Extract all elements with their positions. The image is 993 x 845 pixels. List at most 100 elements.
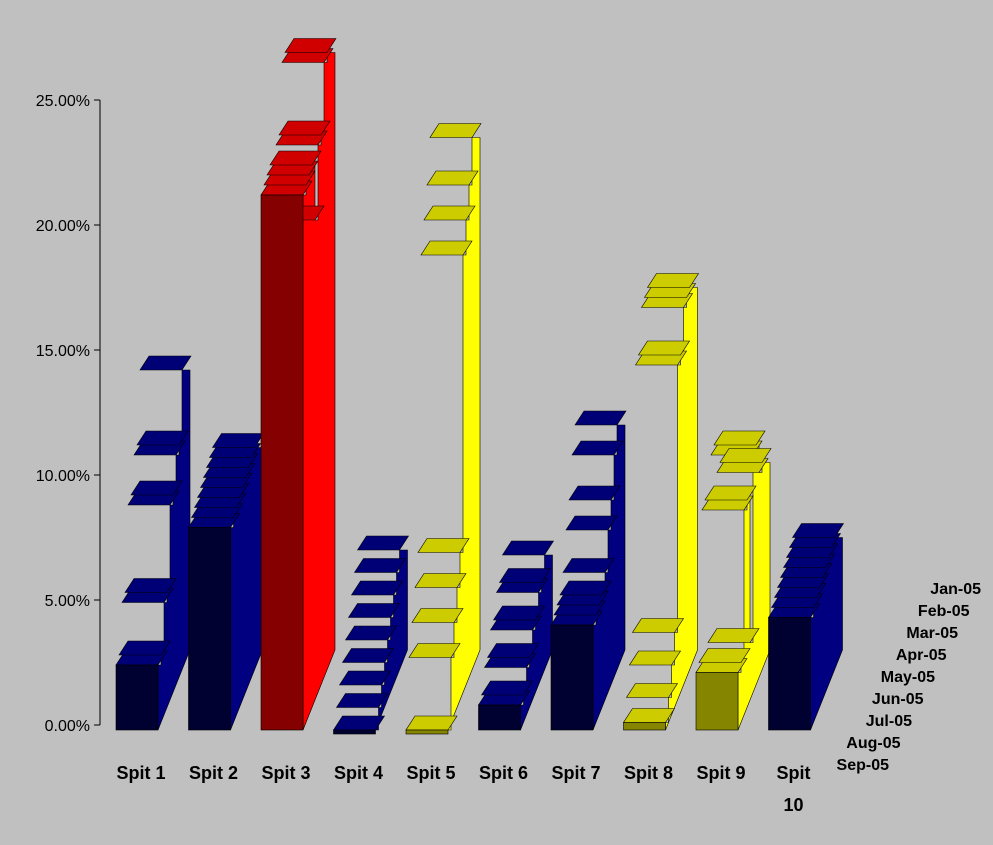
depth-tick-label: Sep-05 (837, 757, 890, 774)
ribbon-spit-9 (695, 430, 772, 731)
ribbon-top-face (571, 440, 624, 456)
ribbon-front-face (115, 664, 159, 731)
ribbon-top-face (498, 568, 552, 583)
ribbon-top-face (356, 535, 410, 551)
ribbon-top-face (719, 448, 772, 463)
x-tick-label: Spit 8 (624, 763, 673, 783)
ribbon-top-face (423, 205, 476, 221)
x-tick-label: Spit 9 (696, 763, 745, 783)
ribbon-spit-1 (115, 355, 192, 731)
ribbon-front-face (768, 617, 811, 731)
ribbon-top-face (704, 485, 757, 501)
x-tick-label: Spit 5 (406, 763, 455, 783)
y-tick-label: 25.00% (36, 93, 90, 110)
depth-tick-label: Feb-05 (918, 603, 970, 620)
ribbon-top-face (332, 715, 386, 731)
ribbon-front-face (405, 729, 449, 735)
ribbon-top-face (338, 670, 392, 686)
ribbon-top-face (480, 680, 534, 696)
ribbon-side-face (447, 137, 481, 731)
ribbon-top-face (124, 578, 177, 593)
ribbon-top-face (341, 648, 395, 663)
ribbon-spit-5 (405, 123, 482, 735)
x-axis-labels: Spit 1 Spit 2 Spit 3 Spit 4 Spit 5 Spit 6 Spit… (116, 763, 810, 815)
ribbon-top-face (414, 573, 467, 588)
depth-tick-label: Jul-05 (866, 713, 912, 730)
ribbon-top-face (565, 515, 618, 531)
ribbon-top-face (347, 603, 401, 618)
ribbon-top-face (568, 485, 621, 501)
x-tick-label: Spit (777, 763, 811, 783)
ribbon-top-face (408, 643, 461, 658)
ribbon-top-face (628, 650, 682, 666)
ribbon-top-face (269, 150, 322, 166)
ribbon-spit-10 (767, 523, 845, 731)
ribbon-top-face (429, 123, 482, 138)
y-tick-label: 5.00% (45, 593, 90, 610)
ribbon-top-face (713, 430, 766, 446)
ribbon-spit-8 (622, 273, 700, 731)
ribbon-top-face (411, 608, 464, 623)
ribbon-top-face (637, 340, 691, 356)
depth-tick-label: Jun-05 (872, 691, 924, 708)
ribbon-top-face (130, 480, 183, 496)
x-tick-label: Spit 6 (479, 763, 528, 783)
y-tick-label: 10.00% (36, 468, 90, 485)
ribbon-top-face (350, 580, 404, 596)
ribbon-top-face (486, 643, 540, 658)
y-tick-label: 0.00% (45, 718, 90, 735)
ribbon-top-face (139, 355, 192, 371)
ribbon-top-face (420, 240, 473, 256)
ribbon-top-face (405, 715, 458, 731)
ribbon-top-face (118, 640, 171, 656)
ribbon-top-face (417, 538, 470, 553)
ribbon-spit-6 (477, 540, 555, 731)
x-tick-label: Spit 1 (116, 763, 165, 783)
ribbon-spit-4 (332, 535, 410, 735)
ribbon-top-face (501, 540, 555, 556)
ribbon-top-face (211, 433, 265, 448)
ribbon-spit-2 (187, 433, 265, 731)
x-tick-label: 10 (783, 795, 803, 815)
depth-axis-labels: Jan-05 Feb-05 Mar-05 Apr-05 May-05 Jun-05 Jul-… (837, 581, 982, 774)
depth-tick-label: Jan-05 (930, 581, 981, 598)
depth-tick-label: May-05 (881, 669, 935, 686)
ribbon-top-face (707, 628, 760, 643)
ribbon-spit-3 (260, 38, 337, 731)
ribbon-top-face (353, 558, 407, 573)
chart-marks (115, 38, 845, 735)
ribbon-side-face (157, 369, 191, 731)
ribbon-top-face (646, 273, 700, 288)
x-tick-label: Spit 4 (334, 763, 383, 783)
depth-tick-label: Aug-05 (846, 735, 900, 752)
ribbon-top-face (622, 708, 676, 723)
ribbon-top-face (574, 410, 627, 426)
ribbon-top-face (791, 523, 845, 538)
y-tick-label: 20.00% (36, 218, 90, 235)
x-tick-label: Spit 2 (189, 763, 238, 783)
ribbon-side-face (592, 424, 626, 731)
ribbon-top-face (335, 693, 389, 708)
ribbon-top-face (426, 170, 479, 186)
ribbon-front-face (333, 729, 376, 735)
x-tick-label: Spit 3 (261, 763, 310, 783)
ribbon-top-face (284, 38, 337, 53)
ribbon-front-face (695, 672, 739, 731)
ribbon-top-face (631, 618, 685, 633)
ribbon-top-face (698, 648, 751, 663)
ribbon-top-face (344, 625, 398, 641)
depth-tick-label: Apr-05 (896, 647, 947, 664)
ribbon-front-face (623, 722, 666, 731)
ribbon-top-face (625, 683, 679, 698)
y-tick-label: 15.00% (36, 343, 90, 360)
y-axis: 0.00% 5.00% 10.00% 15.00% 20.00% 25.00% (36, 93, 101, 735)
ribbon-top-face (492, 605, 546, 621)
depth-tick-label: Mar-05 (906, 625, 958, 642)
ribbon-top-face (562, 558, 615, 573)
ribbon-front-face (550, 624, 594, 731)
ribbon-top-face (559, 580, 612, 596)
ribbon-top-face (136, 430, 189, 446)
ribbon-front-face (260, 194, 304, 731)
ribbon-spit-7 (550, 410, 627, 731)
